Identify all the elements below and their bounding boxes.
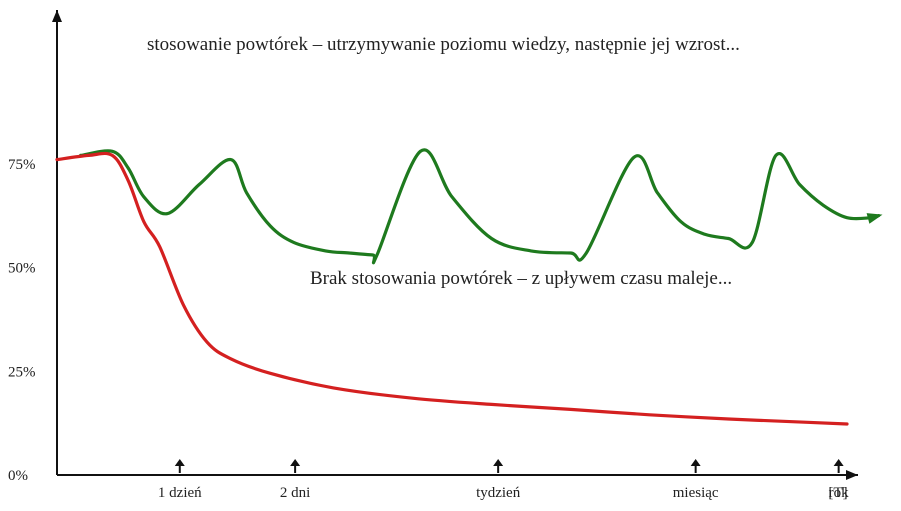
y-tick-labels: 0% 25% 50% 75%: [8, 157, 36, 484]
x-tick-labels: 1 dzień 2 dni tydzień miesiąc rok [T]: [158, 485, 849, 501]
series-line-with-review: [79, 148, 881, 265]
x-tick-label: 2 dni: [280, 485, 310, 501]
tick-arrow-icon: [833, 459, 844, 473]
tick-arrow-icon: [690, 459, 701, 473]
x-tick-label: 1 dzień: [158, 485, 202, 501]
series-line-without-review: [55, 151, 849, 426]
tick-arrow-icon: [290, 459, 301, 473]
x-tick-label: rok: [829, 485, 849, 501]
tick-arrow-icon: [174, 459, 185, 473]
x-tick-label: tydzień: [476, 485, 521, 501]
y-tick-label: 50%: [8, 261, 36, 277]
annotation-without-review: Brak stosowania powtórek – z upływem cza…: [310, 268, 732, 289]
series-layer: [55, 148, 883, 426]
x-unit-label: [T]: [828, 485, 847, 501]
axes: [52, 10, 858, 480]
series-arrowhead-icon: [866, 213, 883, 224]
y-axis-arrow-icon: [52, 10, 62, 22]
tick-arrow-icon: [493, 459, 504, 473]
y-tick-label: 75%: [8, 157, 36, 173]
y-tick-label: 25%: [8, 364, 36, 380]
y-tick-label: 0%: [8, 468, 28, 484]
x-axis-arrow-icon: [846, 470, 858, 480]
x-tick-label: miesiąc: [673, 485, 719, 501]
annotation-with-review: stosowanie powtórek – utrzymywanie pozio…: [147, 34, 740, 55]
x-tick-arrows: [174, 459, 844, 473]
